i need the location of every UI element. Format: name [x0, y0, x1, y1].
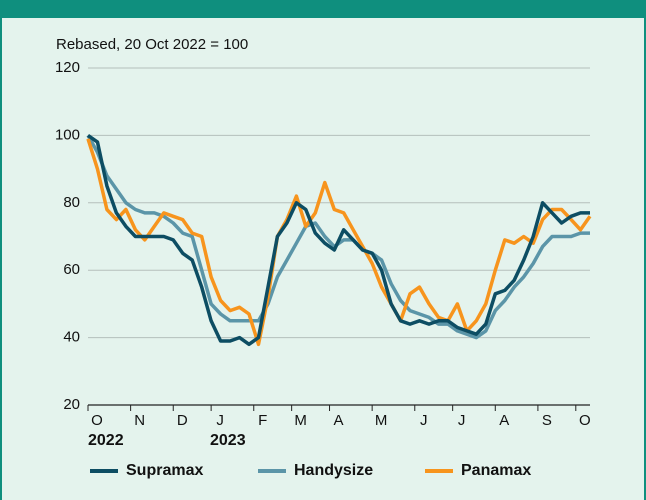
y-tick-label: 60: [63, 261, 80, 278]
x-tick-label: S: [542, 412, 552, 429]
y-tick-label: 120: [55, 59, 80, 76]
legend-label: Panamax: [461, 462, 531, 479]
x-tick-label: A: [499, 412, 509, 429]
x-tick-label: D: [177, 412, 188, 429]
y-tick-label: 80: [63, 194, 80, 211]
top-bar: [0, 0, 646, 18]
x-tick-label: F: [258, 412, 267, 429]
year-label: 2022: [88, 432, 124, 449]
left-border: [0, 0, 2, 500]
x-tick-label: O: [579, 412, 591, 429]
legend-label: Handysize: [294, 462, 373, 479]
x-tick-label: J: [216, 412, 224, 429]
series-line: [86, 133, 590, 347]
x-tick-label: M: [294, 412, 307, 429]
year-label: 2023: [210, 432, 246, 449]
x-tick-label: J: [420, 412, 428, 429]
series-line: [86, 138, 592, 347]
y-axis-label: Rebased, 20 Oct 2022 = 100: [56, 36, 248, 53]
y-tick-label: 20: [63, 396, 80, 413]
y-tick-label: 40: [63, 329, 80, 346]
x-tick-label: A: [334, 412, 344, 429]
x-tick-label: N: [134, 412, 145, 429]
x-tick-label: J: [458, 412, 466, 429]
y-tick-label: 100: [55, 126, 80, 143]
right-border: [644, 0, 646, 500]
x-tick-label: O: [91, 412, 103, 429]
legend-label: Supramax: [126, 462, 203, 479]
x-tick-label: M: [375, 412, 388, 429]
